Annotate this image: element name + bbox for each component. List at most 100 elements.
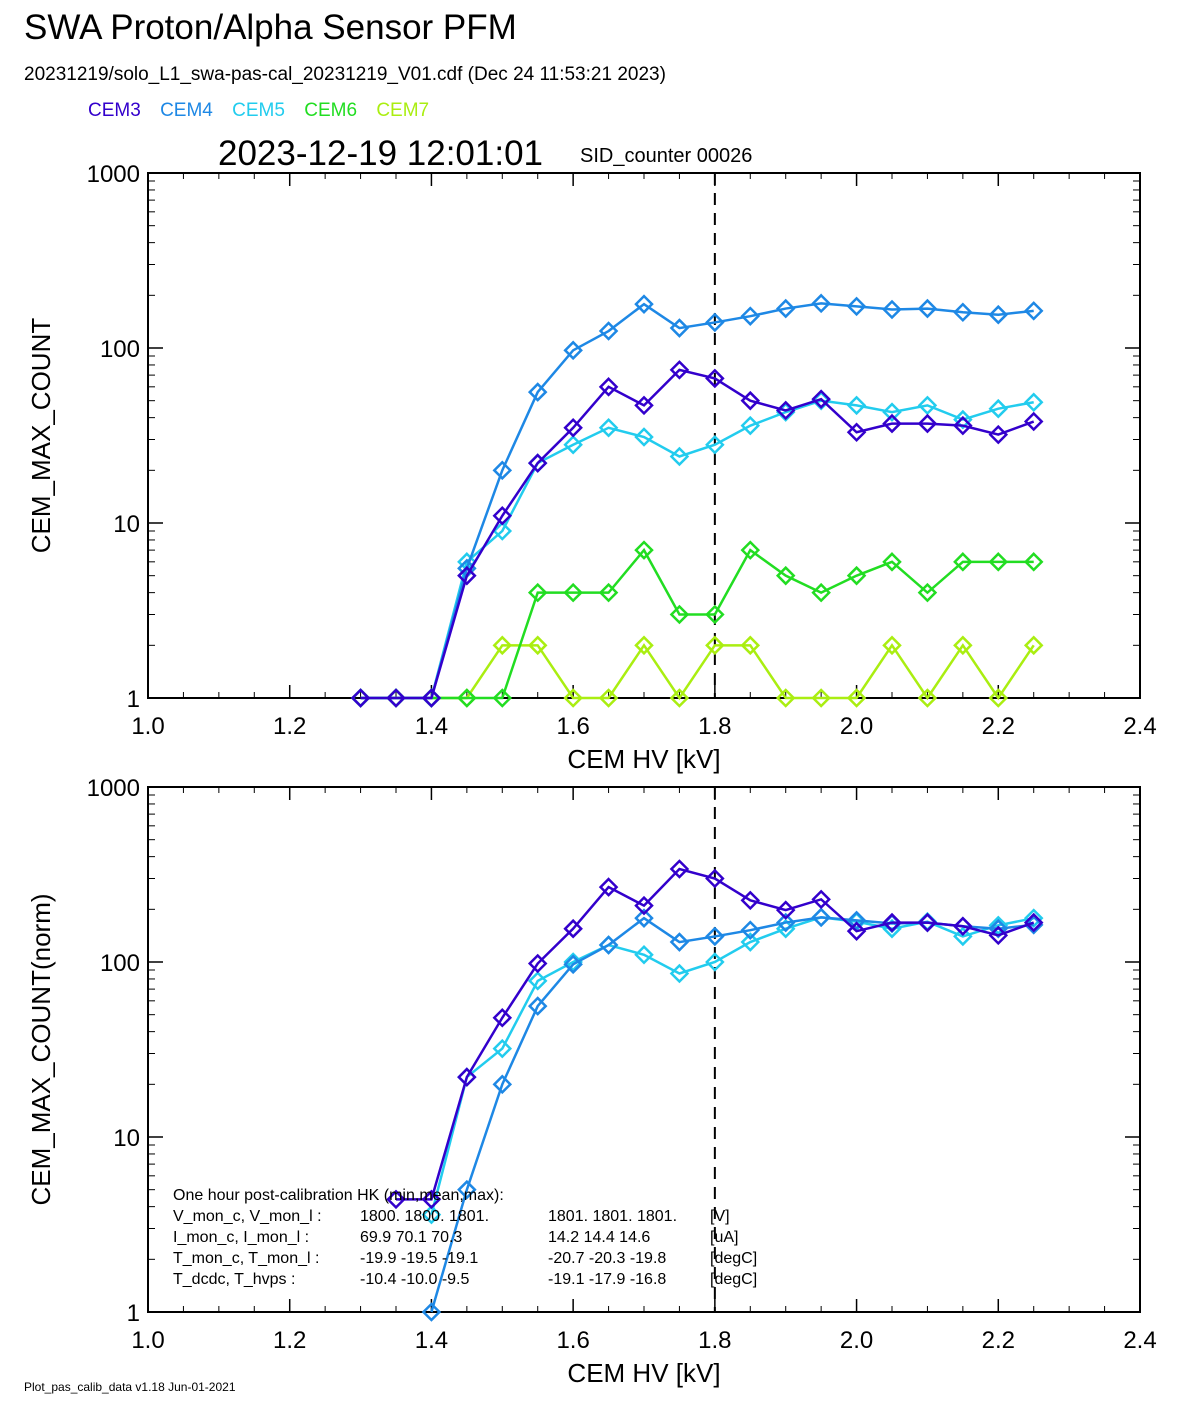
x-tick-label: 2.2 — [982, 1327, 1015, 1354]
data-point — [563, 918, 583, 939]
data-point — [811, 293, 831, 314]
data-point — [775, 900, 796, 920]
data-point — [775, 912, 796, 933]
data-point — [882, 299, 902, 320]
y-tick-label: 1 — [127, 686, 140, 713]
x-axis-label: CEM HV [kV] — [567, 744, 720, 774]
data-point — [634, 427, 654, 447]
data-point — [1023, 552, 1044, 572]
data-point — [917, 582, 938, 603]
data-point — [775, 298, 796, 319]
data-point — [811, 907, 831, 928]
data-point — [492, 1038, 513, 1059]
x-tick-label: 2.4 — [1123, 1327, 1156, 1354]
series-cem5 — [421, 907, 1044, 1225]
data-point — [492, 1074, 513, 1095]
data-point — [527, 971, 548, 991]
data-point — [1023, 392, 1044, 412]
data-point — [457, 1179, 477, 1200]
hk-row-l: -19.1 -17.9 -16.8 — [548, 1271, 666, 1288]
data-point — [492, 460, 513, 481]
hk-row-label: V_mon_c, V_mon_l : — [173, 1208, 322, 1225]
data-point — [705, 952, 725, 972]
y-tick-label: 1 — [127, 1300, 140, 1327]
series-line-cem3 — [360, 368, 1035, 700]
data-point — [846, 422, 867, 443]
data-point — [598, 582, 619, 603]
data-point — [846, 296, 867, 317]
data-point — [811, 688, 831, 708]
hk-row-c: 69.9 70.1 70.3 — [360, 1229, 462, 1246]
data-point — [350, 688, 371, 708]
data-point — [988, 688, 1009, 708]
data-point — [953, 916, 973, 937]
data-point — [492, 688, 513, 708]
data-point — [386, 688, 406, 708]
x-axis-label: CEM HV [kV] — [567, 1358, 720, 1388]
data-point — [634, 635, 654, 656]
hk-row-unit: [degC] — [710, 1250, 757, 1267]
data-point — [705, 868, 725, 889]
hk-row-label: I_mon_c, I_mon_l : — [173, 1229, 309, 1246]
y-tick-label: 100 — [100, 336, 140, 363]
data-point — [457, 1067, 477, 1087]
data-point — [563, 582, 583, 603]
x-tick-label: 1.0 — [131, 713, 164, 740]
data-point — [669, 688, 690, 708]
data-point — [563, 954, 583, 975]
chart-panel-2: 1.0 1.2 1.4 1.6 1.8 2.0 2.2 2.4 CEM HV [kV] 1 10 10… — [26, 775, 1157, 1388]
data-point — [527, 382, 548, 402]
data-point — [882, 912, 902, 933]
data-point — [740, 540, 761, 560]
hk-row-c: 1800. 1800. 1801. — [360, 1208, 489, 1225]
data-point — [740, 415, 761, 436]
data-point — [811, 389, 831, 409]
data-point — [634, 294, 654, 314]
data-point — [705, 604, 725, 625]
hk-title: One hour post-calibration HK (min,mean,m… — [173, 1187, 504, 1204]
data-point — [740, 890, 761, 911]
data-point — [598, 688, 619, 708]
series-cem3 — [350, 360, 1044, 708]
page-title: SWA Proton/Alpha Sensor PFM — [24, 8, 517, 47]
data-point — [669, 963, 690, 984]
series-line-cem5 — [360, 399, 1034, 700]
x-tick-label: 1.8 — [698, 1327, 731, 1354]
hk-row-l: -20.7 -20.3 -19.8 — [548, 1250, 666, 1267]
data-point — [1023, 411, 1044, 432]
data-point — [421, 1204, 442, 1225]
data-point — [598, 377, 619, 397]
legend-cem4: CEM4 — [160, 100, 213, 121]
data-point — [563, 340, 583, 361]
data-point — [669, 318, 690, 338]
series-line-cem4 — [360, 302, 1034, 700]
data-point — [775, 400, 796, 421]
x-tick-label: 1.6 — [556, 713, 589, 740]
series-line-cem6 — [360, 547, 1034, 700]
x-tick-label: 1.6 — [556, 1327, 589, 1354]
x-tick-label: 1.0 — [131, 1327, 164, 1354]
series-cem6 — [350, 540, 1044, 708]
data-point — [1023, 301, 1044, 321]
data-point — [457, 565, 477, 586]
data-point — [846, 395, 867, 416]
data-point — [1023, 915, 1044, 935]
data-point — [492, 505, 513, 526]
data-point — [563, 952, 583, 972]
y-axis-label: CEM_MAX_COUNT — [26, 318, 56, 554]
data-point — [740, 390, 761, 411]
hk-row-c: -10.4 -10.0 -9.5 — [360, 1271, 470, 1288]
legend: CEM3 CEM4 CEM5 CEM6 CEM7 — [88, 100, 443, 122]
data-point — [421, 1302, 442, 1322]
data-point — [705, 635, 725, 656]
data-point — [1023, 635, 1044, 656]
hk-row-unit: [V] — [710, 1208, 730, 1225]
data-point — [1023, 912, 1044, 933]
y-tick-label: 1000 — [87, 775, 140, 802]
data-point — [917, 688, 938, 708]
y-axis-label: CEM_MAX_COUNT(norm) — [26, 893, 56, 1205]
data-point — [953, 302, 973, 323]
x-tick-label: 1.4 — [415, 713, 448, 740]
data-point — [740, 920, 761, 940]
x-tick-label: 2.0 — [840, 1327, 873, 1354]
